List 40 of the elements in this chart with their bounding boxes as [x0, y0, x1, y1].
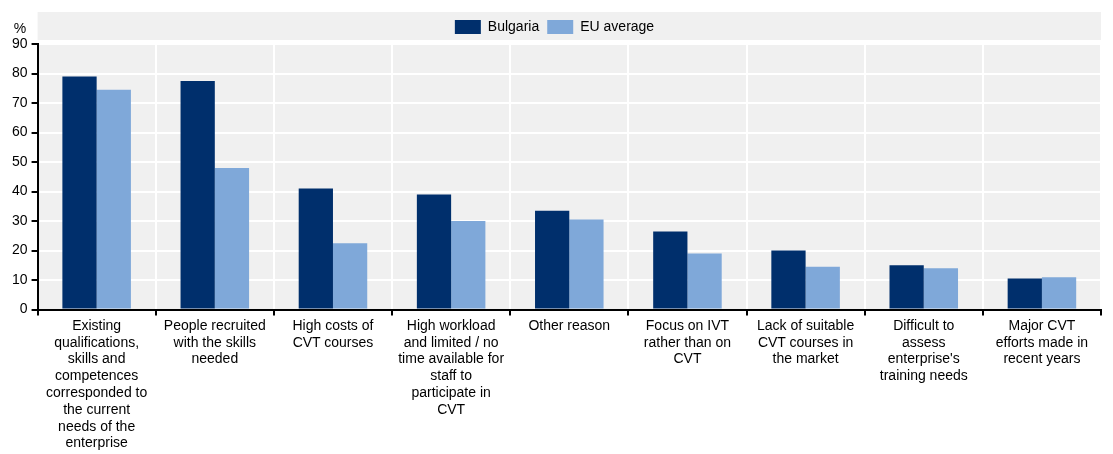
- bar: [416, 194, 452, 309]
- bar: [653, 231, 688, 309]
- legend-label: EU average: [580, 17, 655, 34]
- y-tick-label: 30: [11, 211, 28, 228]
- bar: [62, 76, 97, 309]
- x-tick-label: Difficult to assess enterprise's training needs: [879, 316, 968, 384]
- y-tick-label: 80: [11, 64, 28, 81]
- x-tick-label: Existing qualifications, skills and competences corresponded to the current needs of the enterprise: [46, 316, 148, 451]
- bar: [180, 80, 215, 309]
- bar: [889, 265, 924, 309]
- x-tick-label: Other reason: [528, 316, 611, 333]
- x-tick-label: High workload and limited / no time available for staff to participate in CVT: [398, 316, 505, 417]
- x-tick-label: Focus on IVT rather than on CVT: [643, 316, 732, 367]
- bar: [687, 253, 722, 309]
- y-tick-label: 10: [11, 270, 28, 287]
- legend-label: Bulgaria: [487, 17, 540, 34]
- bar: [923, 268, 959, 309]
- bar: [569, 219, 604, 309]
- y-tick-label: 90: [11, 34, 28, 51]
- y-tick-label: 50: [11, 152, 28, 169]
- y-tick-label: 20: [11, 241, 28, 258]
- y-tick-label: 40: [11, 182, 28, 199]
- bar: [96, 89, 131, 309]
- bar: [332, 243, 368, 309]
- x-tick-label: Major CVT efforts made in recent years: [995, 316, 1089, 367]
- bar: [1041, 277, 1077, 309]
- bar: [214, 167, 250, 309]
- bar: [805, 266, 840, 309]
- y-axis-title: %: [13, 19, 27, 36]
- x-tick-label: Lack of suitable CVT courses in the market: [756, 316, 855, 367]
- bar: [298, 188, 333, 309]
- x-tick-label: People recruited with the skills needed: [163, 316, 266, 367]
- y-tick-label: 70: [11, 93, 28, 110]
- bar: [1007, 278, 1042, 309]
- y-tick-label: 0: [19, 300, 28, 317]
- bar: [771, 250, 806, 309]
- y-tick-label: 60: [11, 123, 28, 140]
- bar: [535, 210, 570, 309]
- x-tick-label: High costs of CVT courses: [292, 316, 374, 350]
- bar: [451, 221, 486, 309]
